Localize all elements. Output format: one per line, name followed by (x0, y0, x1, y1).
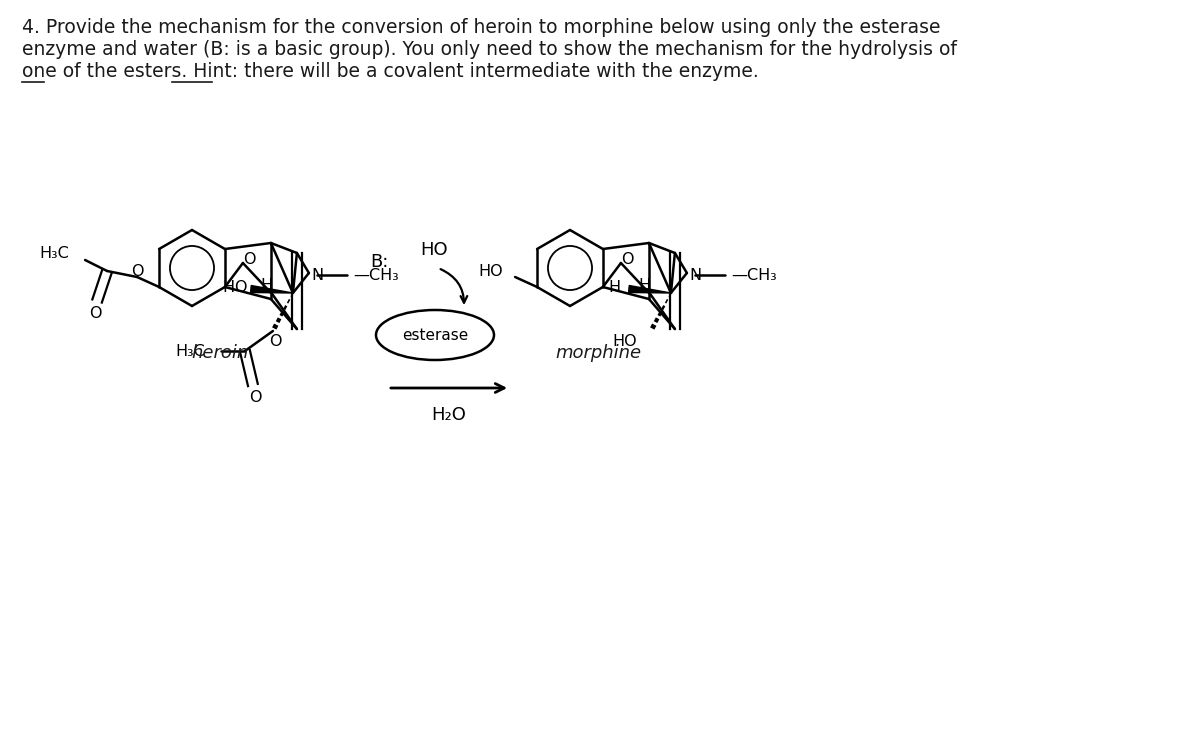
Text: H: H (608, 279, 620, 295)
Text: 4. Provide the mechanism for the conversion of heroin to morphine below using on: 4. Provide the mechanism for the convers… (22, 18, 941, 37)
Text: H₃C: H₃C (175, 344, 205, 358)
Text: HO: HO (420, 241, 448, 259)
Text: H: H (638, 278, 650, 292)
Text: O: O (131, 265, 143, 279)
Text: O: O (248, 390, 262, 404)
Text: H₃C: H₃C (40, 246, 70, 260)
FancyArrowPatch shape (440, 269, 467, 303)
Polygon shape (251, 286, 293, 293)
Text: O: O (620, 252, 634, 268)
Text: enzyme and water (B: is a basic group). You only need to show the mechanism for : enzyme and water (B: is a basic group). … (22, 40, 956, 59)
Text: N: N (311, 268, 323, 282)
Polygon shape (629, 286, 671, 293)
Text: O: O (269, 333, 281, 349)
Text: one of the esters. Hint: there will be a covalent intermediate with the enzyme.: one of the esters. Hint: there will be a… (22, 62, 758, 81)
Text: O: O (242, 252, 256, 268)
Text: HO: HO (612, 333, 637, 349)
Text: heroin: heroin (191, 344, 248, 362)
Text: H: H (223, 279, 235, 295)
Text: —CH₃: —CH₃ (353, 268, 398, 282)
Text: —CH₃: —CH₃ (731, 268, 776, 282)
Text: N: N (689, 268, 701, 282)
Text: B:: B: (370, 253, 389, 271)
Text: H: H (260, 278, 272, 292)
Text: H₂O: H₂O (432, 406, 467, 424)
Text: esterase: esterase (402, 327, 468, 343)
Text: HO: HO (479, 265, 503, 279)
Text: morphine: morphine (554, 344, 641, 362)
Text: O: O (234, 279, 247, 295)
Text: O: O (89, 306, 101, 320)
